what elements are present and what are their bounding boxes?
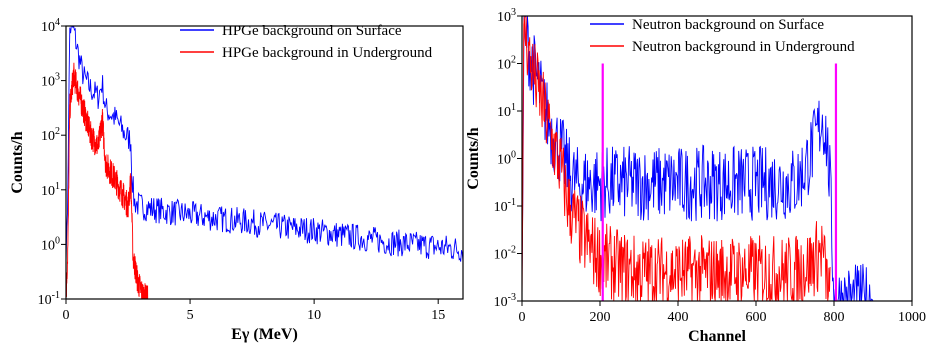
- y-tick-label: 10-1: [38, 290, 60, 308]
- y-tick-label: 102: [497, 55, 516, 73]
- x-tick-label: 200: [590, 310, 611, 325]
- plot-area: [66, 26, 463, 299]
- legend-label: HPGe background on Surface: [222, 23, 402, 39]
- y-tick-label: 103: [497, 7, 516, 25]
- y-tick-label: 10-1: [494, 197, 516, 215]
- legend-label: Neutron background on Surface: [632, 17, 824, 33]
- y-tick-label: 101: [41, 181, 60, 199]
- x-tick-label: 600: [746, 310, 767, 325]
- x-tick-label: 5: [187, 308, 194, 323]
- chart-panel-neutron-channel: 0 200 400 600 800 1000 10-3 10-2 10-1 100 101 102 10…: [465, 7, 926, 345]
- y-axis-title: Counts/h: [465, 127, 482, 189]
- y-tick-label: 102: [41, 126, 60, 144]
- y-axis-title: Counts/h: [9, 131, 26, 193]
- legend: Neutron background on Surface Neutron bac…: [590, 17, 855, 55]
- y-tick-label: 10-2: [494, 245, 516, 263]
- y-tick-label: 10-3: [494, 292, 516, 310]
- y-tick-label: 100: [41, 235, 60, 253]
- x-tick-label: 1000: [898, 310, 926, 325]
- x-tick-label: 0: [63, 308, 70, 323]
- series-line-underground: [66, 62, 149, 299]
- plot-area: [522, 16, 874, 301]
- x-tick-label: 400: [668, 310, 689, 325]
- legend-label: Neutron background in Underground: [632, 39, 855, 55]
- series-line-surface: [66, 26, 463, 264]
- y-tick-label: 101: [497, 102, 516, 120]
- x-axis-title: Eγ (MeV): [231, 326, 298, 343]
- x-axis-title: Channel: [688, 328, 746, 345]
- y-tick-label: 104: [41, 17, 60, 35]
- y-tick-label: 100: [497, 150, 516, 168]
- x-tick-label: 0: [519, 310, 526, 325]
- plot-frame: [65, 25, 464, 300]
- x-tick-label: 15: [431, 308, 445, 323]
- y-tick-label: 103: [41, 72, 60, 90]
- legend: HPGe background on Surface HPGe backgroun…: [180, 23, 433, 61]
- legend-label: HPGe background in Underground: [222, 45, 433, 61]
- x-tick-label: 800: [824, 310, 845, 325]
- x-tick-label: 10: [307, 308, 321, 323]
- series-line-underground: [522, 16, 831, 301]
- chart-panel-energy-spectrum: 0 5 10 15 10-1 100 101 102 103 104 Eγ (MeV) Counts/…: [9, 17, 464, 343]
